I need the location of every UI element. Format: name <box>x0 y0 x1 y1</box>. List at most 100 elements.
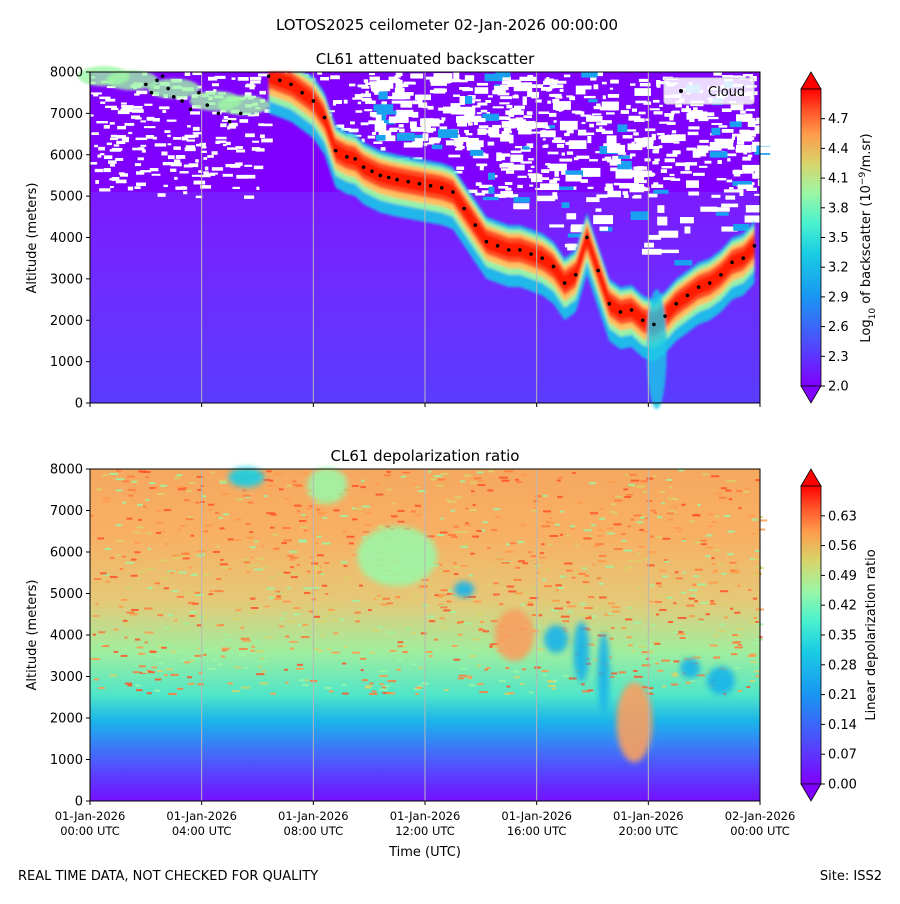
no-data-gap <box>522 96 527 106</box>
depol-speckle <box>589 512 599 515</box>
no-data-gap <box>550 93 562 98</box>
depol-speckle <box>397 641 404 644</box>
depol-speckle <box>714 515 721 518</box>
depol-speckle <box>348 542 354 545</box>
no-data-gap <box>185 145 196 150</box>
depol-speckle <box>623 549 633 552</box>
depol-speckle <box>754 670 760 673</box>
depol-speckle <box>583 581 590 584</box>
no-data-gap <box>671 130 677 134</box>
depol-speckle <box>673 506 677 509</box>
depol-speckle <box>488 584 492 587</box>
depol-speckle <box>266 512 275 515</box>
no-data-gap <box>549 124 556 129</box>
no-data-gap <box>505 170 515 174</box>
no-data-gap <box>736 114 753 122</box>
cloud-base-point <box>618 310 623 314</box>
depol-speckle <box>93 678 99 681</box>
depol-speckle <box>311 575 315 578</box>
no-data-gap <box>420 118 440 127</box>
depol-speckle <box>439 531 448 534</box>
depol-feature <box>706 666 735 695</box>
depol-speckle <box>113 650 119 653</box>
depol-speckle <box>430 478 438 481</box>
depol-speckle <box>656 516 663 519</box>
depol-speckle <box>168 693 177 696</box>
depol-speckle <box>686 604 695 607</box>
no-data-gap <box>222 173 233 177</box>
depol-speckle <box>446 593 451 596</box>
depol-speckle <box>666 478 672 481</box>
no-data-gap <box>456 166 465 170</box>
no-data-gap <box>554 84 564 89</box>
depol-speckle <box>689 615 696 618</box>
no-data-gap <box>595 128 606 133</box>
depol-speckle <box>115 554 122 557</box>
depol-speckle <box>609 675 615 678</box>
depol-speckle <box>452 645 458 648</box>
no-data-gap <box>519 76 537 81</box>
no-data-gap <box>628 170 648 178</box>
depol-speckle <box>706 670 710 673</box>
depol-speckle <box>633 675 643 678</box>
no-data-gap <box>500 96 512 100</box>
depol-speckle <box>591 615 597 618</box>
depol-speckle <box>242 666 248 669</box>
no-data-gap <box>715 212 729 216</box>
depol-speckle <box>685 681 691 684</box>
no-data-gap <box>488 127 500 136</box>
no-data-gap <box>561 169 566 175</box>
depol-speckle <box>216 663 223 666</box>
depol-speckle <box>292 572 300 575</box>
no-data-gap <box>134 163 142 167</box>
no-data-gap <box>396 133 415 141</box>
no-data-gap <box>100 153 105 156</box>
no-data-gap <box>244 164 253 167</box>
depol-speckle <box>430 540 435 543</box>
depol-speckle <box>157 493 165 496</box>
no-data-gap <box>183 191 188 195</box>
depol-speckle <box>555 589 559 592</box>
no-data-gap <box>111 107 119 111</box>
no-data-gap <box>211 167 224 171</box>
no-data-gap <box>138 147 145 151</box>
no-data-gap <box>644 242 654 248</box>
no-data-gap <box>175 186 188 190</box>
depol-speckle <box>149 487 157 490</box>
depol-speckle <box>726 480 736 483</box>
no-data-gap <box>335 125 344 128</box>
depol-speckle <box>465 507 469 510</box>
depol-speckle <box>308 505 313 508</box>
no-data-gap <box>552 101 571 110</box>
no-data-gap <box>630 153 636 157</box>
depol-speckle <box>522 668 526 671</box>
no-data-gap <box>161 151 168 156</box>
depol-speckle <box>681 503 686 506</box>
depol-speckle <box>628 473 637 476</box>
depol-speckle <box>328 690 334 693</box>
depol-speckle <box>312 588 318 591</box>
no-data-gap <box>117 180 127 183</box>
depol-speckle <box>402 645 407 648</box>
no-data-gap <box>132 147 142 151</box>
colorbar-tick-label: 4.7 <box>828 112 849 127</box>
depol-speckle <box>501 561 511 564</box>
depol-speckle <box>190 659 194 662</box>
no-data-gap <box>759 80 777 87</box>
depol-speckle <box>375 597 383 600</box>
depol-speckle <box>369 651 376 654</box>
depol-speckle <box>643 517 648 520</box>
depol-speckle <box>415 486 420 489</box>
depol-speckle <box>204 648 214 651</box>
cloud-base-point <box>238 111 243 116</box>
colorbar-tick-label: 4.4 <box>828 142 849 157</box>
depol-speckle <box>593 545 600 548</box>
no-data-gap <box>395 72 403 77</box>
no-data-gap <box>566 151 574 155</box>
depol-speckle <box>290 576 298 579</box>
depol-speckle <box>383 685 391 688</box>
depol-speckle <box>677 616 687 619</box>
depol-speckle <box>324 561 330 564</box>
depol-speckle <box>145 476 149 479</box>
no-data-gap <box>610 167 620 172</box>
